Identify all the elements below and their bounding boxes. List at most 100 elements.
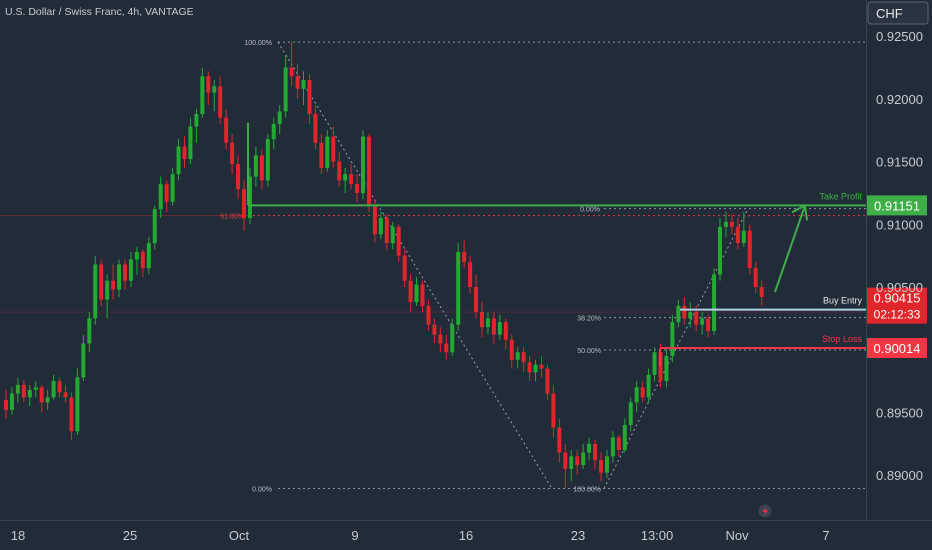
candle-body (539, 364, 544, 369)
candle-countdown: 02:12:33 (874, 308, 921, 322)
candle-body (497, 322, 502, 335)
candle-body (39, 387, 44, 403)
currency-label: CHF (876, 6, 903, 21)
candle-body (21, 384, 26, 398)
candle-body (735, 226, 740, 244)
candle-body (480, 312, 484, 328)
x-tick-label: 13:00 (641, 528, 674, 543)
candle-body (682, 305, 687, 319)
candle-body (414, 284, 419, 303)
candle-body (527, 362, 532, 373)
candle-body (402, 255, 407, 281)
candle-body (444, 343, 449, 353)
candle-body (432, 324, 437, 335)
candle-body (509, 339, 514, 360)
candle-body (753, 268, 758, 288)
candle-body (283, 67, 288, 112)
fibonacci-retracement[interactable]: 100.00% 61.80% 0.00% 38.20% 50.00% 0.00% 100.0… (0, 40, 866, 494)
candle-body (569, 456, 574, 469)
x-tick-label: 16 (459, 528, 473, 543)
candle-body (146, 243, 151, 269)
candle-body (366, 136, 371, 206)
candle-body (646, 374, 651, 398)
candle-body (604, 456, 609, 473)
candle-body (372, 205, 377, 235)
y-tick-label: 0.92500 (876, 29, 923, 44)
candle-body (378, 218, 383, 235)
candle-body (307, 80, 312, 114)
axes: 0.92500 0.92000 0.91500 0.91000 0.90500 0.895… (11, 29, 923, 543)
candle-body (622, 424, 627, 451)
candle-body (337, 161, 342, 181)
candles (4, 41, 764, 488)
candle-body (390, 226, 395, 244)
candle-body (420, 284, 425, 306)
candle-body (301, 80, 306, 89)
candle-body (610, 437, 615, 457)
candle-body (361, 136, 365, 193)
candle-body (551, 393, 556, 428)
candle-body (468, 261, 473, 288)
candle-body (111, 280, 116, 290)
candle-body (277, 111, 282, 124)
candle-body (700, 318, 705, 325)
candle-body (63, 392, 68, 398)
stop-loss-price-badge (867, 337, 927, 358)
candle-body (200, 76, 205, 114)
currency-button[interactable] (867, 1, 929, 25)
candle-body (57, 381, 62, 393)
candle-body (176, 146, 181, 175)
y-tick-label: 0.90500 (876, 280, 923, 295)
candle-body (99, 264, 104, 300)
candle-body (295, 76, 300, 89)
take-profit-price-badge (867, 195, 927, 216)
candle-body (729, 221, 734, 227)
candle-body (491, 318, 496, 335)
current-price: 0.90415 (874, 291, 921, 306)
candle-body (521, 352, 526, 363)
fib-level-label: 100.00% (573, 487, 601, 494)
candle-body (170, 174, 175, 202)
x-tick-label: 7 (822, 528, 829, 543)
candle-body (325, 136, 330, 168)
y-tick-label: 0.92000 (876, 92, 923, 107)
candle-body (224, 117, 229, 143)
candle-body (265, 139, 270, 181)
symbol-title: U.S. Dollar / Swiss Franc, 4h, VANTAGE (5, 6, 194, 18)
candle-body (747, 230, 752, 269)
candle-body (741, 230, 746, 244)
candle-body (355, 184, 360, 193)
fib-level-label: 61.80% (220, 214, 244, 221)
projection-arrow[interactable] (774, 205, 806, 293)
candle-body (664, 355, 669, 382)
candle-body (271, 123, 276, 140)
candle-body (230, 142, 235, 165)
x-tick-label: 25 (123, 528, 137, 543)
projection-arrow-head (791, 203, 808, 221)
candle-body (640, 387, 645, 398)
candle-body (75, 377, 80, 432)
lightning-bolt-icon[interactable] (758, 504, 772, 518)
fib-level-label: 38.20% (577, 316, 601, 323)
candle-body (462, 251, 467, 262)
x-tick-label: Oct (229, 528, 250, 543)
candle-body (247, 176, 252, 219)
buy-entry-label: Buy Entry (823, 296, 863, 306)
candle-body (259, 155, 264, 181)
take-profit-label: Take Profit (819, 191, 862, 201)
candle-body (426, 305, 431, 325)
candle-body (206, 76, 211, 93)
y-tick-label: 0.91000 (876, 217, 923, 232)
candle-body (575, 456, 580, 466)
candle-body (69, 397, 74, 432)
candle-body (253, 155, 258, 177)
fib-trend-line[interactable] (277, 41, 553, 489)
candle-body (616, 437, 621, 451)
take-profit-price: 0.91151 (874, 198, 920, 213)
candle-body (438, 334, 443, 344)
trade-levels[interactable]: Take Profit 0.91151 Buy Entry 0.90415 02:12:… (247, 122, 927, 366)
x-tick-label: 23 (571, 528, 585, 543)
candle-body (289, 67, 294, 77)
